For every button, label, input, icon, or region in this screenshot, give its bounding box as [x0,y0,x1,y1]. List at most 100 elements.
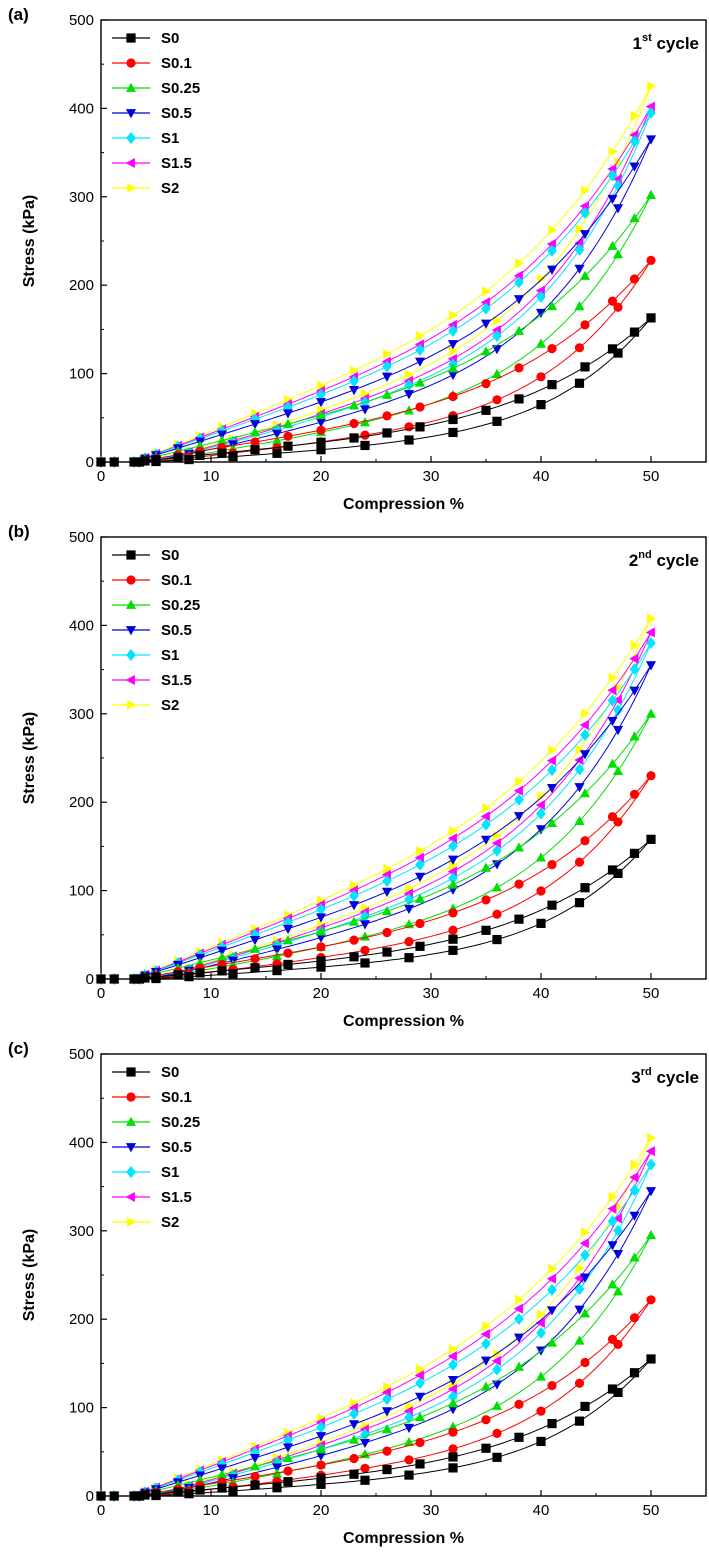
legend-marker [126,649,136,661]
data-point [349,889,359,902]
data-point [645,708,657,718]
data-point [575,1263,585,1274]
data-point [414,893,426,903]
data-point [228,1486,238,1496]
panel-label: (a) [8,5,29,24]
legend-marker [125,157,135,169]
data-point [645,1187,657,1197]
data-point [580,206,590,219]
chart-panel: 0 100 200 300 400 500 0 10 20 30 40 50 Compression %… [8,5,707,513]
data-point [646,1354,656,1364]
data-point [283,431,293,441]
legend-label: S1.5 [161,155,192,172]
loading-curve [101,1150,652,1497]
y-tick-label: 0 [86,971,94,988]
x-axis-title: Compression % [343,1530,464,1547]
data-point [316,1479,326,1489]
data-point [195,968,205,978]
data-point [645,661,657,671]
data-point [349,375,359,388]
data-point [403,1423,415,1434]
data-point [449,860,459,871]
data-point [629,1184,640,1197]
data-point [613,348,623,358]
data-point [536,1436,546,1447]
data-point [348,916,360,926]
data-point [249,427,261,437]
data-point [184,454,194,465]
data-point [184,972,194,982]
data-point [514,1432,524,1442]
loading-curve [101,713,652,980]
data-point [547,900,557,910]
data-point [492,330,502,343]
data-point [447,363,459,373]
data-point [646,313,656,323]
data-point [403,904,415,915]
data-point [612,694,622,705]
data-point [536,1406,546,1416]
data-point [447,855,459,865]
data-point [415,1437,425,1448]
legend-label: S0.1 [161,572,192,589]
loading-curve [101,139,652,463]
legend-label: S2 [161,697,179,714]
data-point [317,380,327,391]
data-point [482,1321,492,1332]
data-point [580,1249,590,1262]
data-point [404,953,414,963]
data-point [646,106,656,119]
data-point [612,765,624,775]
data-point [574,238,584,249]
data-point [646,771,656,781]
data-point [575,224,585,235]
data-point [513,270,523,281]
series-S0-1 [96,771,656,984]
data-point [447,370,459,381]
data-point [382,875,392,887]
data-point [316,437,326,447]
y-axis-title: Stress (kPa) [21,1229,38,1322]
x-tick-label: 0 [97,1502,105,1519]
series-S1 [96,637,656,985]
data-point [492,844,502,857]
data-point [448,945,458,955]
data-point [151,973,161,984]
loading-curve [101,1234,652,1497]
data-point [416,330,426,341]
data-point [382,1446,392,1456]
data-point [448,908,458,918]
y-tick-label: 200 [69,794,94,811]
legend-marker [126,33,136,43]
data-point [360,958,370,968]
data-point [447,833,457,844]
legend-marker [125,674,135,686]
data-point [315,1432,327,1442]
data-point [282,1452,294,1463]
data-point [249,420,261,430]
data-point [574,1416,585,1426]
data-point [646,1295,656,1305]
data-point [492,1428,502,1438]
data-point [348,385,360,396]
data-point [481,895,491,905]
unloading-curve [139,106,652,463]
x-axis-title: Compression % [343,496,464,513]
x-tick-label: 20 [313,1502,330,1519]
data-point [647,613,657,624]
data-point [492,1363,502,1376]
data-point [315,1451,327,1461]
data-point [414,872,426,883]
data-point [612,204,624,214]
data-point [250,1446,260,1459]
legend-label: S0.25 [161,1114,200,1131]
data-point [381,887,393,897]
legend-marker [126,550,136,560]
data-point [535,338,547,348]
data-point [630,640,640,651]
legend-label: S1.5 [161,1189,192,1206]
unloading-curve [139,1358,652,1497]
data-point [315,398,327,408]
data-point [349,1469,359,1479]
x-tick-label: 30 [423,1502,440,1519]
